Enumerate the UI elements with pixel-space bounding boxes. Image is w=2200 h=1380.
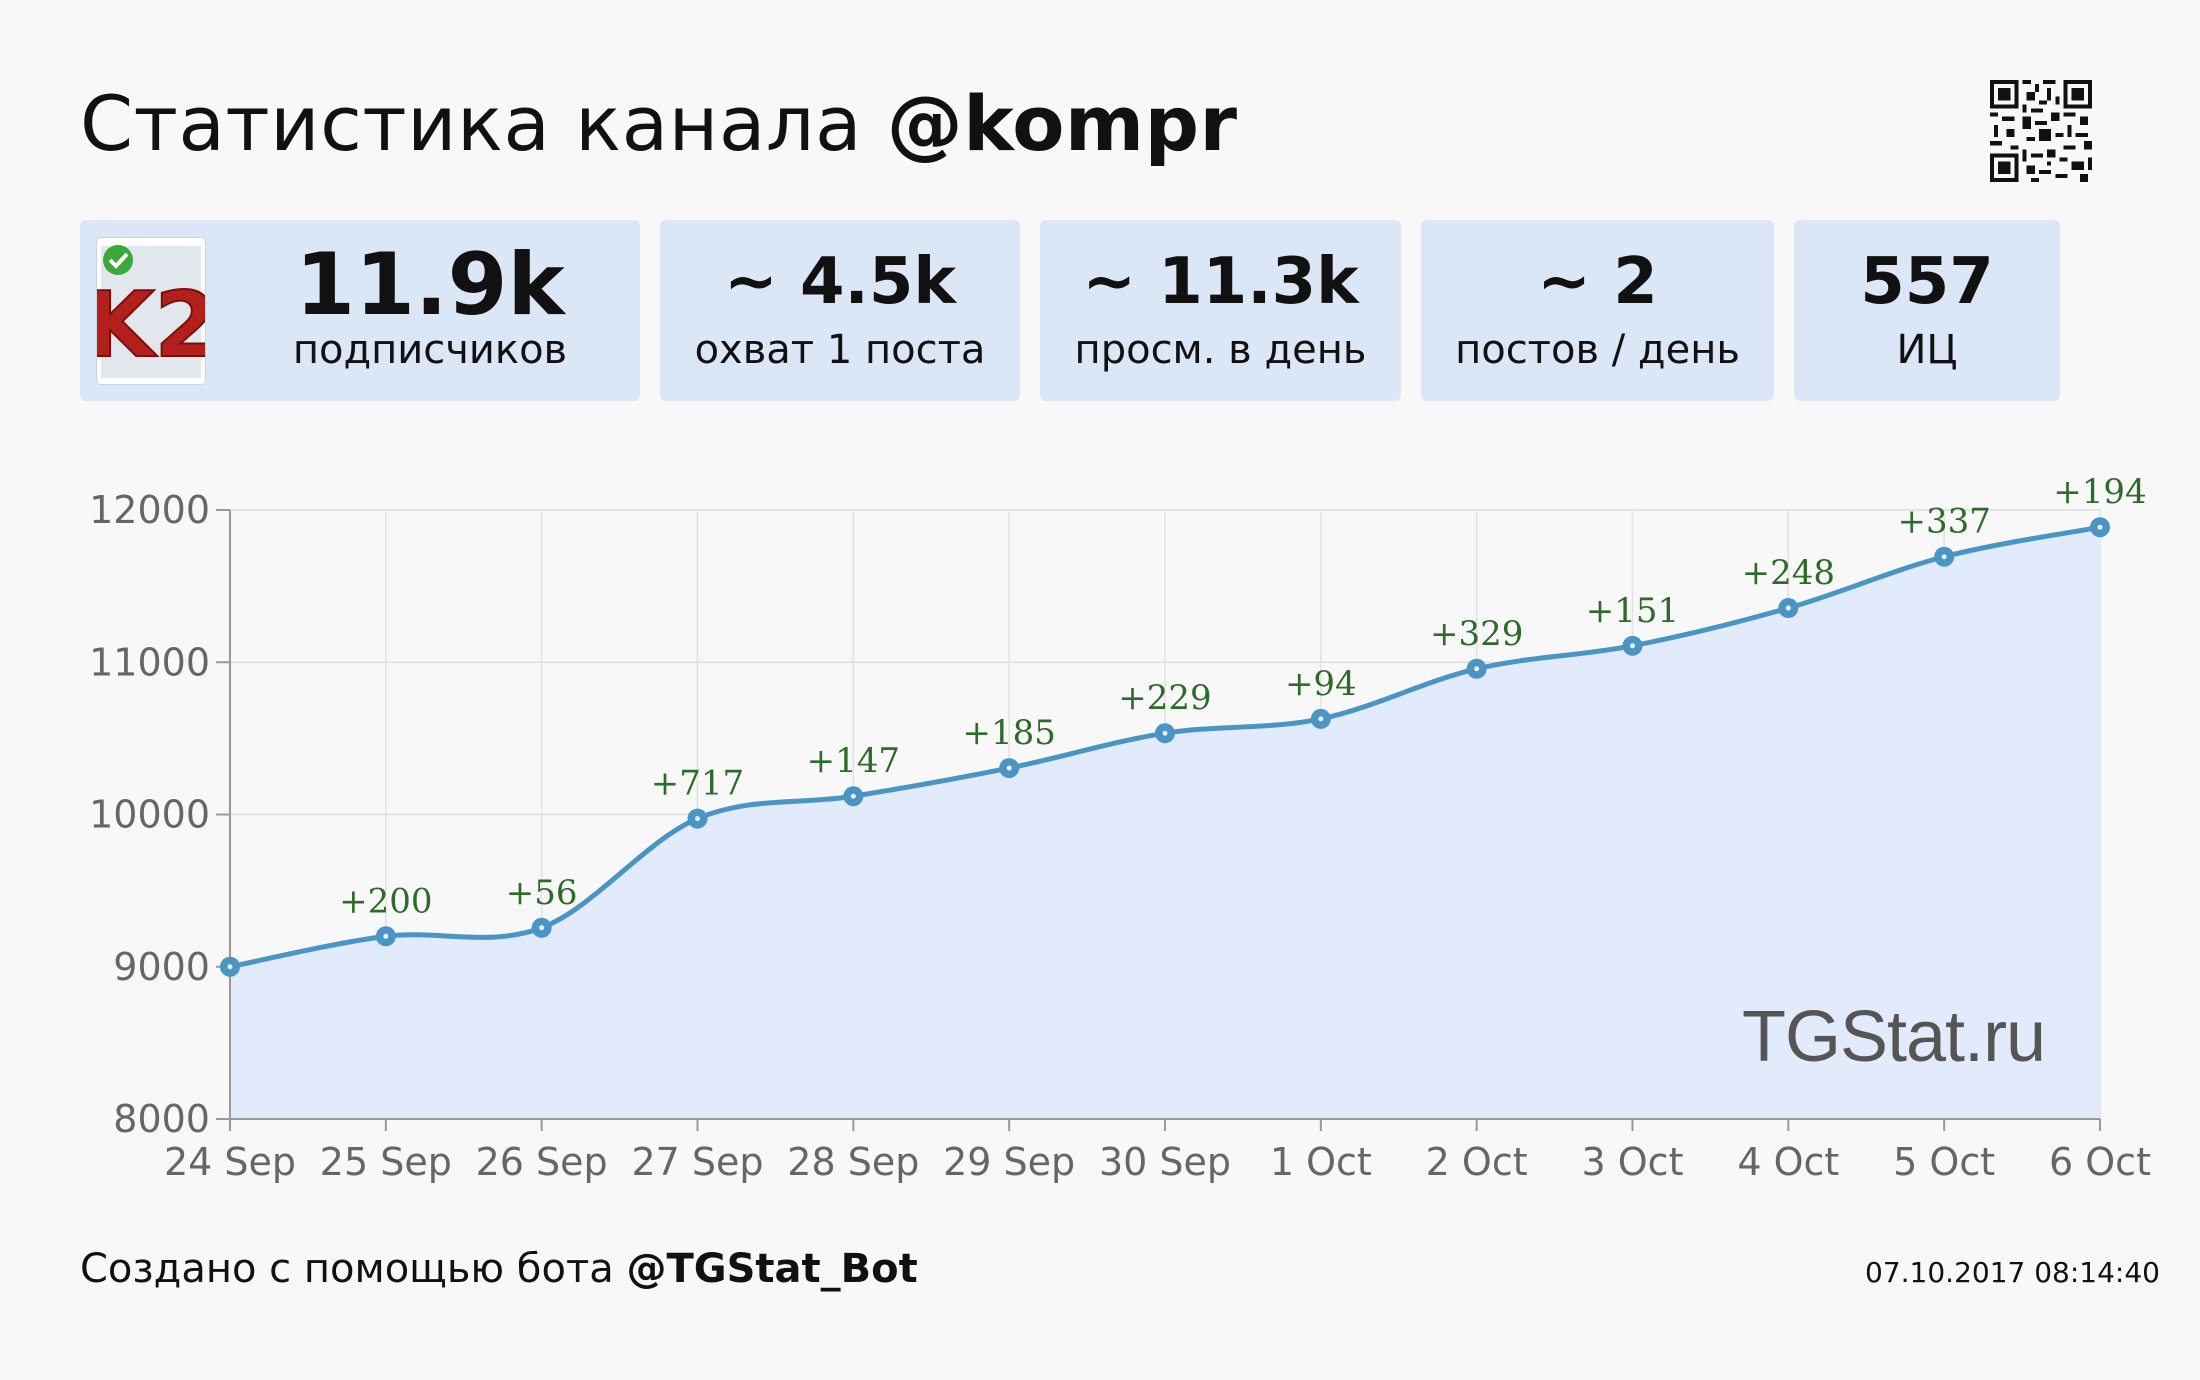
- reach-label: охват 1 поста: [694, 327, 986, 373]
- x-tick-label: 25 Sep: [320, 1140, 452, 1184]
- subscribers-label: подписчиков: [292, 327, 568, 373]
- timestamp: 07.10.2017 08:14:40: [1865, 1256, 2160, 1289]
- data-label: +200: [339, 881, 432, 921]
- posts-card: ~ 2 постов / день: [1421, 220, 1774, 401]
- reach-value: ~ 4.5k: [724, 245, 956, 319]
- footer-text: Создано с помощью бота: [80, 1246, 614, 1292]
- channel-logo-icon: K2: [97, 245, 205, 379]
- citation-index-card: 557 ИЦ: [1794, 220, 2060, 401]
- data-label: +337: [1897, 502, 1990, 542]
- reach-card: ~ 4.5k охват 1 поста: [660, 220, 1020, 401]
- watermark: TGStat.ru: [1742, 997, 2046, 1077]
- data-label: +94: [1285, 664, 1357, 704]
- subscribers-value: 11.9k: [295, 235, 565, 335]
- x-tick-label: 4 Oct: [1737, 1140, 1839, 1184]
- x-tick-label: 29 Sep: [943, 1140, 1075, 1184]
- data-label: +194: [2053, 472, 2146, 512]
- posts-value: ~ 2: [1537, 245, 1658, 319]
- y-tick-label: 9000: [113, 945, 210, 989]
- data-point-center: [2097, 524, 2103, 530]
- data-label: +717: [651, 764, 744, 804]
- citation-index-label: ИЦ: [1896, 327, 1958, 373]
- channel-avatar: K2: [96, 237, 206, 385]
- y-tick-label: 12000: [89, 488, 210, 532]
- posts-label: постов / день: [1455, 327, 1740, 373]
- data-point-center: [1474, 666, 1480, 672]
- y-tick-label: 11000: [89, 640, 210, 684]
- data-point-center: [1785, 605, 1791, 611]
- avatar-logo-text: K2: [97, 273, 205, 378]
- data-point-center: [1006, 765, 1012, 771]
- x-tick-label: 1 Oct: [1270, 1140, 1372, 1184]
- data-label: +248: [1742, 553, 1835, 593]
- data-label: +151: [1586, 591, 1679, 631]
- y-tick-label: 8000: [113, 1097, 210, 1141]
- data-point-center: [695, 816, 700, 822]
- x-tick-label: 27 Sep: [631, 1140, 763, 1184]
- title-prefix: Статистика канала: [80, 79, 863, 168]
- x-tick-label: 24 Sep: [164, 1140, 296, 1184]
- data-point-center: [1941, 554, 1947, 560]
- channel-handle: @kompr: [886, 79, 1238, 168]
- data-point-center: [539, 925, 545, 931]
- page-title: Статистика канала @kompr: [80, 86, 1238, 162]
- x-tick-label: 26 Sep: [476, 1140, 608, 1184]
- data-point-center: [1630, 643, 1635, 649]
- x-tick-label: 3 Oct: [1582, 1140, 1684, 1184]
- x-tick-label: 30 Sep: [1099, 1140, 1231, 1184]
- data-point-center: [850, 793, 856, 799]
- data-point-center: [227, 964, 233, 970]
- citation-index-value: 557: [1860, 245, 1994, 319]
- views-card: ~ 11.3k просм. в день: [1040, 220, 1401, 401]
- data-label: +56: [506, 873, 578, 913]
- data-point-center: [1162, 730, 1168, 736]
- y-tick-label: 10000: [89, 793, 210, 837]
- data-label: +229: [1118, 678, 1211, 718]
- data-label: +147: [807, 741, 900, 781]
- views-label: просм. в день: [1074, 327, 1367, 373]
- data-label: +185: [962, 713, 1055, 753]
- subscribers-card: K2 11.9k подписчиков: [80, 220, 640, 401]
- x-tick-label: 5 Oct: [1893, 1140, 1995, 1184]
- footer-credit: Создано с помощью бота @TGStat_Bot: [80, 1246, 918, 1292]
- data-point-center: [1318, 716, 1324, 722]
- data-label: +329: [1430, 614, 1523, 654]
- x-tick-label: 6 Oct: [2049, 1140, 2151, 1184]
- x-tick-label: 28 Sep: [787, 1140, 919, 1184]
- series-area: [230, 527, 2100, 1119]
- qr-code-icon: [1990, 80, 2092, 182]
- bot-link[interactable]: @TGStat_Bot: [626, 1246, 918, 1292]
- x-tick-label: 2 Oct: [1426, 1140, 1528, 1184]
- views-value: ~ 11.3k: [1082, 245, 1359, 319]
- data-point-center: [383, 933, 389, 939]
